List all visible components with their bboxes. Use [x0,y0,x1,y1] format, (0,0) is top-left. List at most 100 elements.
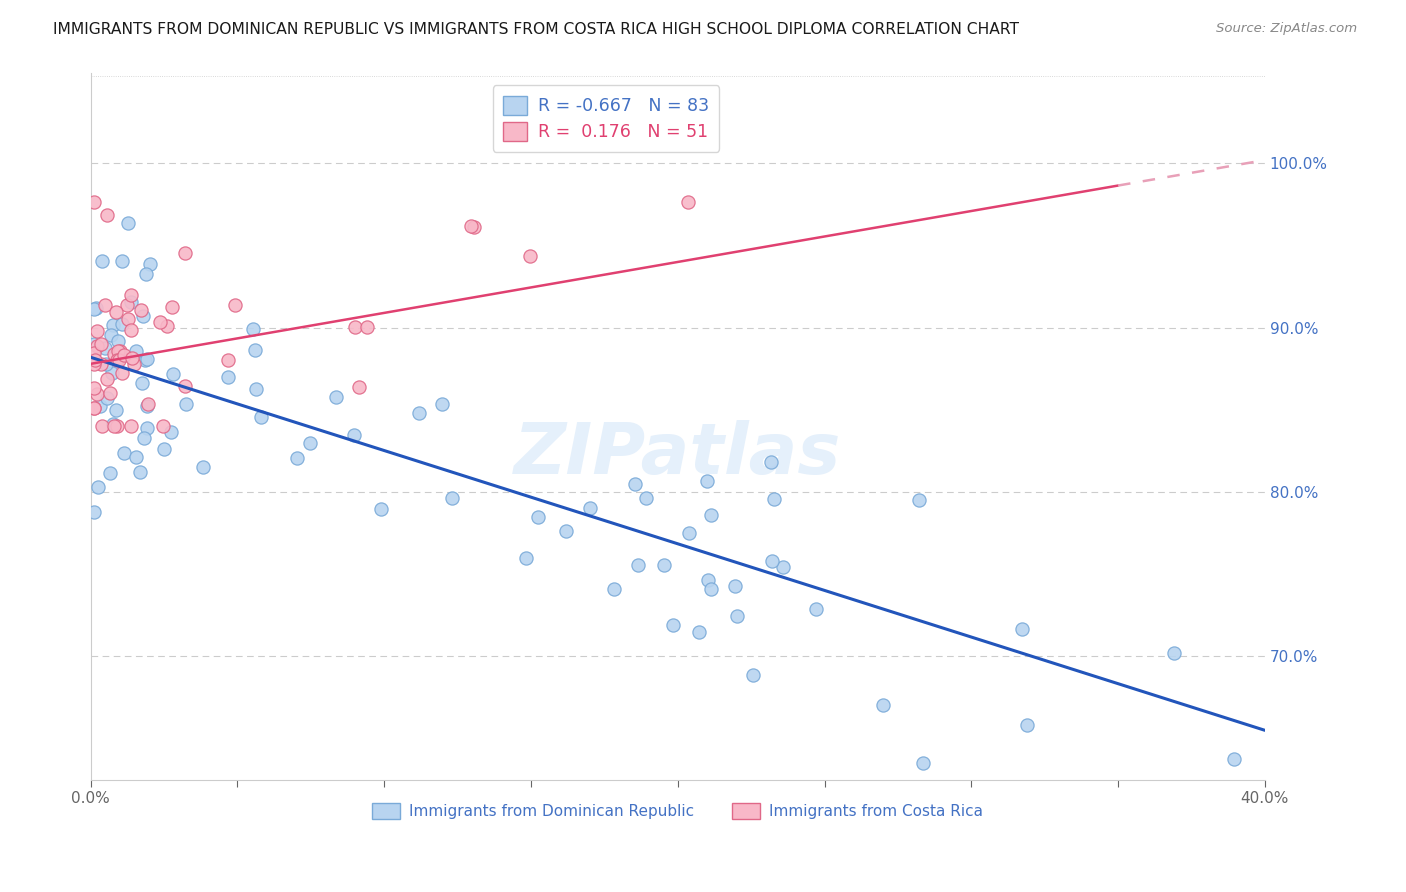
Point [440,491,463,505]
Point [117,216,139,230]
Point [111,317,134,331]
Point [699,508,721,523]
Point [762,491,785,506]
Point [101,417,124,431]
Point [100,366,122,380]
Point [912,756,935,771]
Point [84,301,107,315]
Point [83,336,105,351]
Point [742,668,765,682]
Point [872,698,894,712]
Point [242,322,264,336]
Point [101,318,124,332]
Point [83,301,105,316]
Point [112,446,135,460]
Point [83,195,105,210]
Point [1163,646,1185,660]
Text: IMMIGRANTS FROM DOMINICAN REPUBLIC VS IMMIGRANTS FROM COSTA RICA HIGH SCHOOL DIP: IMMIGRANTS FROM DOMINICAN REPUBLIC VS IM… [53,22,1019,37]
Point [93,298,115,312]
Point [159,425,181,439]
Point [285,451,308,466]
Point [132,309,155,323]
Point [131,376,153,391]
Point [347,380,370,394]
Point [217,352,239,367]
Point [148,315,170,329]
Point [624,477,647,491]
Point [83,505,105,519]
Point [160,300,183,314]
Point [120,323,142,337]
Point [1222,752,1244,766]
Point [120,295,142,310]
Point [111,367,134,381]
Point [83,357,105,371]
Point [138,397,160,411]
Point [135,351,157,366]
Legend: Immigrants from Dominican Republic, Immigrants from Costa Rica: Immigrants from Dominican Republic, Immi… [367,797,990,825]
Point [463,219,485,234]
Point [191,459,214,474]
Point [174,397,197,411]
Point [111,254,134,268]
Point [156,318,179,333]
Point [245,382,267,396]
Text: Source: ZipAtlas.com: Source: ZipAtlas.com [1216,22,1357,36]
Point [125,344,148,359]
Point [90,357,112,371]
Point [107,344,129,359]
Point [700,582,723,597]
Point [83,401,105,415]
Point [1015,718,1038,732]
Point [152,419,174,434]
Point [907,493,929,508]
Point [121,351,143,366]
Point [86,387,108,401]
Point [90,337,112,351]
Point [136,399,159,413]
Point [460,219,482,234]
Point [86,339,108,353]
Point [122,357,145,371]
Point [153,442,176,456]
Point [325,390,347,404]
Point [249,410,271,425]
Point [688,624,710,639]
Point [87,480,110,494]
Point [634,491,657,505]
Point [298,435,321,450]
Point [107,334,129,349]
Point [162,368,184,382]
Point [96,357,118,371]
Point [356,320,378,334]
Point [806,601,828,615]
Point [104,304,127,318]
Point [98,385,121,400]
Point [86,324,108,338]
Point [84,353,107,368]
Point [125,450,148,464]
Point [243,343,266,358]
Point [117,312,139,326]
Point [94,341,117,355]
Point [626,558,648,573]
Point [120,288,142,302]
Point [579,500,602,515]
Point [115,298,138,312]
Point [136,421,159,435]
Point [129,303,152,318]
Point [173,379,195,393]
Point [108,343,131,358]
Point [89,399,111,413]
Point [370,502,392,516]
Point [224,298,246,312]
Point [652,558,675,572]
Point [1011,622,1033,636]
Point [344,319,367,334]
Point [134,353,156,368]
Point [108,353,131,368]
Point [603,582,626,597]
Point [83,381,105,395]
Point [430,397,453,411]
Point [408,406,430,420]
